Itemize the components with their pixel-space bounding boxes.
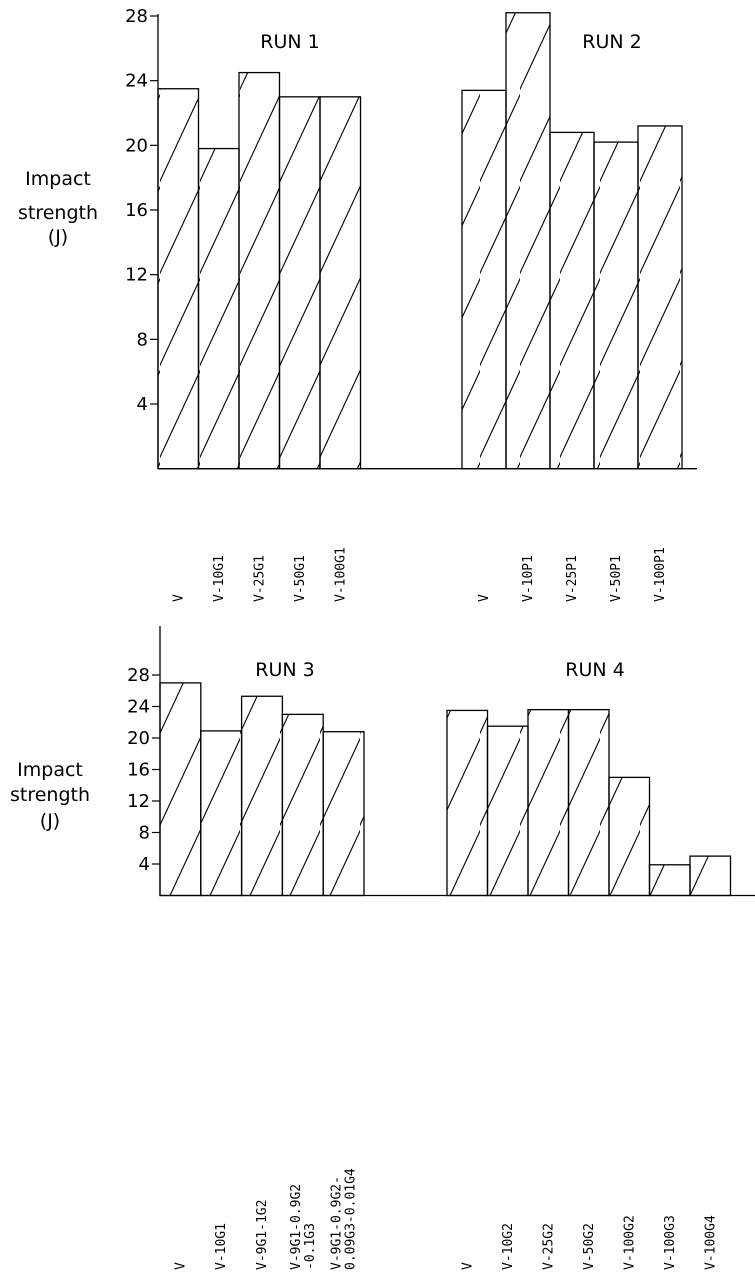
y-tick-label: 8 bbox=[137, 329, 148, 350]
category-label-line: V-100G4 bbox=[703, 1215, 718, 1270]
category-label: V-25G2 bbox=[541, 1223, 556, 1270]
category-label-line: V-10G1 bbox=[214, 1223, 229, 1270]
bar bbox=[505, 12, 551, 470]
category-label-line: -0.1G3 bbox=[303, 1223, 318, 1270]
y-axis-label: (J) bbox=[40, 810, 60, 832]
y-tick-label: 20 bbox=[125, 135, 148, 156]
group-title: RUN 2 bbox=[582, 31, 641, 53]
bar bbox=[648, 864, 691, 897]
category-label-line: V-9G1-0.9G2 bbox=[289, 1184, 304, 1270]
y-tick-label: 24 bbox=[127, 697, 150, 718]
category-label-line: V-50G1 bbox=[293, 555, 308, 602]
y-tick-label: 12 bbox=[125, 265, 148, 286]
bar bbox=[238, 71, 281, 470]
category-label-line: V bbox=[460, 1262, 475, 1270]
category-label: V-100P1 bbox=[653, 547, 668, 602]
bar bbox=[689, 855, 732, 897]
category-label-line: V-9G1-0.9G2- bbox=[330, 1176, 345, 1270]
category-label: V-10G1 bbox=[212, 555, 227, 602]
bar bbox=[527, 709, 570, 897]
bar bbox=[461, 89, 507, 470]
category-label: V-25G1 bbox=[252, 555, 267, 602]
bar bbox=[159, 682, 202, 897]
category-label-line: V-10P1 bbox=[521, 555, 536, 602]
chart-panel-1: 4 8 12 16 20 24 28 Impact strength(J) RUN 1 V V-10G… bbox=[18, 6, 697, 602]
bar bbox=[567, 709, 610, 897]
y-axis-label: strength bbox=[10, 784, 90, 806]
y-axis-label: strength bbox=[18, 202, 98, 224]
category-label: V-100G3 bbox=[663, 1215, 678, 1270]
category-label-line: V-25G1 bbox=[252, 555, 267, 602]
bar bbox=[446, 709, 489, 897]
category-label: V bbox=[477, 594, 492, 602]
category-label: V-10G1 bbox=[214, 1223, 229, 1270]
category-label: V-100G2 bbox=[622, 1215, 637, 1270]
y-tick-label: 8 bbox=[139, 823, 150, 844]
y-tick-label: 28 bbox=[127, 665, 150, 686]
group-title: RUN 3 bbox=[255, 659, 314, 681]
category-label: V-100G1 bbox=[333, 547, 348, 602]
category-label: V bbox=[171, 594, 186, 602]
category-label-line: V-100G3 bbox=[663, 1215, 678, 1270]
category-label-line: V-50P1 bbox=[609, 555, 624, 602]
bar bbox=[637, 125, 683, 470]
category-label-line: V-100P1 bbox=[653, 547, 668, 602]
category-label: V-50G2 bbox=[582, 1223, 597, 1270]
y-tick-label: 24 bbox=[125, 71, 148, 92]
bar bbox=[200, 730, 243, 897]
category-label-line: V bbox=[171, 594, 186, 602]
category-label: V-10G2 bbox=[501, 1223, 516, 1270]
y-tick-label: 4 bbox=[137, 394, 148, 415]
y-tick-label: 16 bbox=[127, 760, 150, 781]
category-label-line: V-9G1-1G2 bbox=[255, 1200, 270, 1270]
category-label-line: V-50G2 bbox=[582, 1223, 597, 1270]
bar bbox=[549, 131, 595, 470]
bar bbox=[593, 141, 639, 470]
category-label: V-9G1-1G2 bbox=[255, 1200, 270, 1270]
category-label-line: V-25P1 bbox=[565, 555, 580, 602]
group-title: RUN 4 bbox=[565, 659, 624, 681]
category-label-line: V-10G2 bbox=[501, 1223, 516, 1270]
bar bbox=[319, 96, 362, 470]
category-label-line: V-10G1 bbox=[212, 555, 227, 602]
y-axis-label: Impact bbox=[17, 759, 83, 781]
y-tick-label: 12 bbox=[127, 791, 150, 812]
category-label: V bbox=[173, 1262, 188, 1270]
category-label: V-100G4 bbox=[703, 1215, 718, 1270]
bar bbox=[486, 725, 529, 897]
y-axis-label: (J) bbox=[48, 226, 68, 248]
bar bbox=[608, 776, 651, 897]
category-label: V-50G1 bbox=[293, 555, 308, 602]
category-label: V-25P1 bbox=[565, 555, 580, 602]
bar bbox=[197, 147, 240, 470]
category-label-line: V-25G2 bbox=[541, 1223, 556, 1270]
category-label-line: V-100G1 bbox=[333, 547, 348, 602]
category-label: V-9G1-0.9G2-0.09G3-0.01G4 bbox=[330, 1168, 359, 1270]
category-label: V-10P1 bbox=[521, 555, 536, 602]
category-label: V-50P1 bbox=[609, 555, 624, 602]
bar bbox=[278, 96, 321, 470]
chart-panel-2: 4 8 12 16 20 24 28 Impact strength (J) RUN 3 V V-10G… bbox=[10, 626, 755, 1270]
category-label: V bbox=[460, 1262, 475, 1270]
y-tick-label: 16 bbox=[125, 200, 148, 221]
bar bbox=[240, 695, 284, 897]
y-axis-label: Impact bbox=[25, 168, 91, 190]
category-label-line: V bbox=[477, 594, 492, 602]
category-label-line: 0.09G3-0.01G4 bbox=[344, 1168, 359, 1270]
y-tick-label: 20 bbox=[127, 728, 150, 749]
category-label: V-9G1-0.9G2-0.1G3 bbox=[289, 1184, 318, 1270]
category-label-line: V bbox=[173, 1262, 188, 1270]
bar bbox=[157, 88, 200, 470]
bar bbox=[322, 731, 365, 897]
y-tick-label: 28 bbox=[125, 6, 148, 27]
y-tick-label: 4 bbox=[139, 854, 150, 875]
group-title: RUN 1 bbox=[260, 31, 319, 53]
bar bbox=[281, 713, 324, 897]
category-label-line: V-100G2 bbox=[622, 1215, 637, 1270]
